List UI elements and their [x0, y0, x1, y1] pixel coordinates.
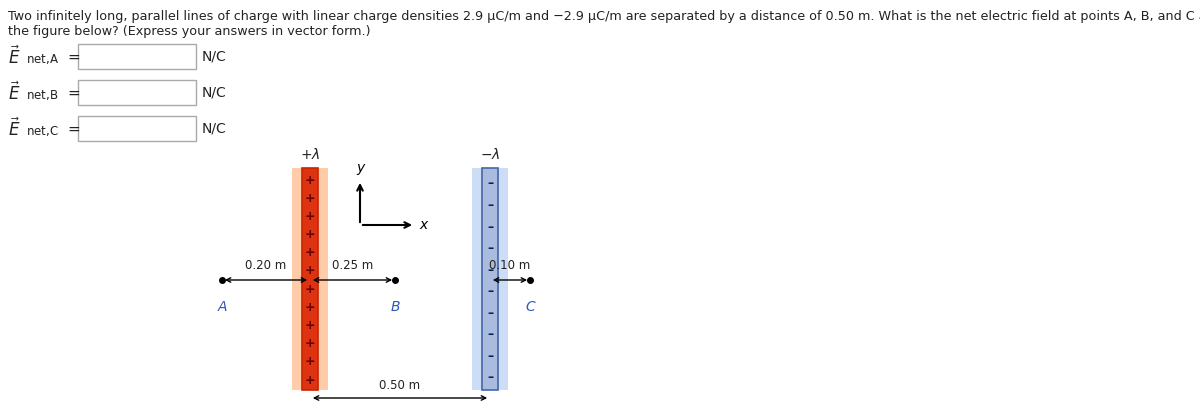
Text: +: +: [305, 246, 316, 259]
Text: –: –: [487, 328, 493, 341]
Text: –: –: [487, 307, 493, 320]
Text: $=$: $=$: [65, 85, 82, 100]
Text: –: –: [487, 285, 493, 298]
Bar: [472, 168, 508, 390]
Text: $=$: $=$: [65, 49, 82, 64]
Text: $\vec{E}$: $\vec{E}$: [8, 81, 20, 104]
Text: +: +: [305, 192, 316, 205]
Text: +: +: [305, 264, 316, 277]
Text: +: +: [305, 373, 316, 386]
Bar: [292, 168, 328, 390]
Text: N/C: N/C: [202, 49, 227, 64]
Bar: [78, 80, 196, 105]
Text: –: –: [487, 264, 493, 277]
Text: $=$: $=$: [65, 121, 82, 136]
Text: x: x: [419, 218, 427, 232]
Text: the figure below? (Express your answers in vector form.): the figure below? (Express your answers …: [8, 25, 371, 38]
Text: –: –: [487, 177, 493, 191]
Text: y: y: [356, 161, 364, 175]
Text: +: +: [305, 301, 316, 314]
Bar: [482, 168, 498, 390]
Text: +: +: [305, 283, 316, 295]
Text: –: –: [487, 221, 493, 234]
Text: $\mathregular{net}$,A: $\mathregular{net}$,A: [26, 53, 59, 67]
Text: $-\lambda$: $-\lambda$: [480, 147, 500, 162]
Text: –: –: [487, 199, 493, 212]
Text: +: +: [305, 355, 316, 368]
Text: –: –: [487, 372, 493, 384]
Text: 0.10 m: 0.10 m: [490, 259, 530, 272]
Text: 0.50 m: 0.50 m: [379, 379, 420, 392]
Text: +: +: [305, 210, 316, 223]
Text: +: +: [305, 228, 316, 241]
Text: N/C: N/C: [202, 86, 227, 100]
Text: B: B: [390, 300, 400, 314]
Bar: [302, 168, 318, 390]
Text: –: –: [487, 242, 493, 255]
Bar: [78, 44, 196, 69]
Text: –: –: [487, 350, 493, 363]
Text: A: A: [217, 300, 227, 314]
Bar: [78, 116, 196, 141]
Text: +: +: [305, 173, 316, 186]
Text: +: +: [305, 319, 316, 332]
Text: +: +: [305, 337, 316, 350]
Text: 0.25 m: 0.25 m: [332, 259, 373, 272]
Text: 0.20 m: 0.20 m: [245, 259, 287, 272]
Text: Two infinitely long, parallel lines of charge with linear charge densities 2.9 μ: Two infinitely long, parallel lines of c…: [8, 10, 1200, 23]
Text: N/C: N/C: [202, 122, 227, 135]
Text: $\vec{E}$: $\vec{E}$: [8, 117, 20, 140]
Text: $\mathregular{net}$,C: $\mathregular{net}$,C: [26, 124, 59, 138]
Text: C: C: [526, 300, 535, 314]
Text: $\vec{E}$: $\vec{E}$: [8, 45, 20, 68]
Text: $\mathregular{net}$,B: $\mathregular{net}$,B: [26, 89, 59, 102]
Text: $+\lambda$: $+\lambda$: [300, 147, 320, 162]
